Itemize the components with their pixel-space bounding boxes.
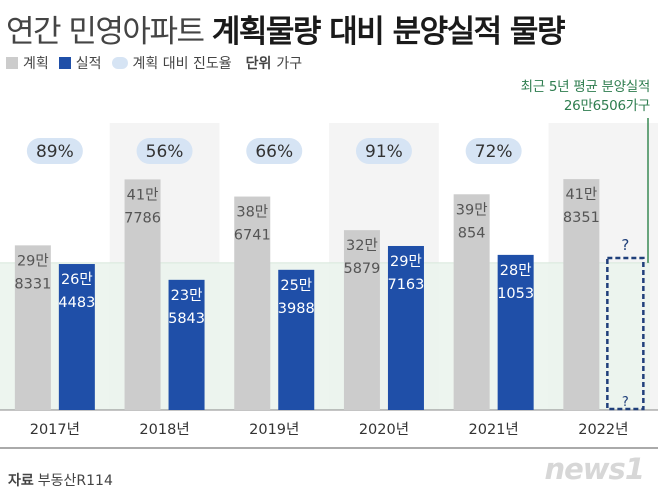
title-light: 연간 민영아파트	[6, 14, 205, 50]
data-label-plan: 38만	[236, 204, 268, 221]
data-label-actual: 4483	[58, 295, 95, 311]
legend-item-rate: 계획 대비 진도율	[111, 53, 232, 73]
average-note-line2: 26만6506가구	[563, 98, 650, 114]
legend-unit-key: 단위	[245, 56, 272, 72]
progress-rate-bubble	[246, 138, 303, 164]
data-label-actual: 25만	[280, 277, 312, 294]
data-label-actual: 1053	[497, 286, 534, 302]
progress-rate-bubble	[136, 138, 193, 164]
progress-rate-label: 91%	[365, 142, 403, 162]
data-label-plan: 7786	[124, 210, 161, 226]
bar-actual	[58, 264, 95, 410]
average-band	[0, 262, 650, 410]
x-tick-label: 2017년	[30, 421, 80, 438]
bar-actual	[387, 245, 424, 410]
data-label-actual: 28만	[500, 262, 532, 279]
legend-swatch-actual	[58, 57, 71, 69]
legend-swatch-rate	[111, 57, 128, 69]
average-note-line1: 최근 5년 평균 분양실적	[520, 79, 651, 95]
data-label-actual: ?	[621, 236, 629, 254]
x-tick-label: 2019년	[249, 421, 299, 438]
data-label-actual: 23만	[171, 287, 203, 304]
progress-rate-bubble	[355, 138, 412, 164]
data-label-actual: 29만	[390, 253, 422, 270]
bar-plan	[14, 245, 51, 410]
legend-label-plan: 계획	[23, 56, 49, 72]
source-key: 자료	[8, 473, 34, 489]
bar-plan	[453, 194, 490, 410]
data-label-plan: 8331	[14, 276, 51, 292]
bar-plan	[563, 179, 600, 410]
data-label-plan: 41만	[565, 186, 597, 203]
progress-rate-label: 56%	[146, 142, 184, 162]
data-label-actual: 26만	[61, 271, 93, 288]
average-note: 최근 5년 평균 분양실적 26만6506가구	[520, 78, 651, 116]
data-label-actual: 5843	[168, 311, 205, 327]
legend-unit-value: 가구	[276, 56, 303, 72]
data-label-actual: ?	[622, 395, 629, 410]
data-label-plan: 41만	[127, 186, 159, 203]
bar-actual	[168, 279, 205, 410]
data-label-plan: 39만	[456, 201, 488, 218]
progress-rate-bubble	[26, 138, 83, 164]
data-label-actual: 3988	[278, 301, 315, 317]
bar-actual-pending	[606, 256, 645, 411]
progress-rate-label: 72%	[475, 142, 513, 162]
legend-label-actual: 실적	[75, 56, 102, 72]
data-label-plan: 6741	[234, 228, 271, 244]
x-tick-label: 2021년	[469, 421, 519, 438]
title-bold: 계획물량 대비 분양실적 물량	[211, 14, 566, 50]
x-tick-label: 2020년	[359, 421, 409, 438]
legend-label-rate: 계획 대비 진도율	[132, 56, 232, 72]
data-label-plan: 5879	[343, 261, 380, 277]
progress-rate-bubble	[465, 138, 522, 164]
legend: 계획 실적 계획 대비 진도율 단위 가구	[6, 53, 302, 73]
legend-swatch-plan	[6, 57, 18, 69]
bar-actual	[497, 254, 534, 410]
x-tick-label: 2018년	[139, 421, 189, 438]
bar-plan	[124, 179, 161, 410]
bar-plan	[234, 196, 271, 410]
legend-item-actual: 실적	[58, 53, 102, 73]
data-label-actual: 7163	[387, 277, 424, 293]
x-tick-label: 2022년	[578, 421, 628, 438]
progress-rate-label: 89%	[36, 142, 74, 162]
bar-plan	[343, 230, 380, 410]
source: 자료 부동산R114	[8, 470, 113, 490]
data-label-plan: 32만	[346, 237, 378, 254]
progress-rate-label: 66%	[255, 142, 293, 162]
source-value: 부동산R114	[37, 473, 113, 489]
data-label-plan: 29만	[17, 252, 49, 269]
data-label-plan: 854	[458, 225, 486, 241]
chart-title: 연간 민영아파트 계획물량 대비 분양실적 물량	[6, 6, 566, 51]
data-label-plan: 8351	[563, 210, 600, 226]
legend-item-plan: 계획	[6, 53, 49, 73]
news1-logo: news1	[544, 452, 645, 486]
bar-actual	[278, 269, 315, 410]
